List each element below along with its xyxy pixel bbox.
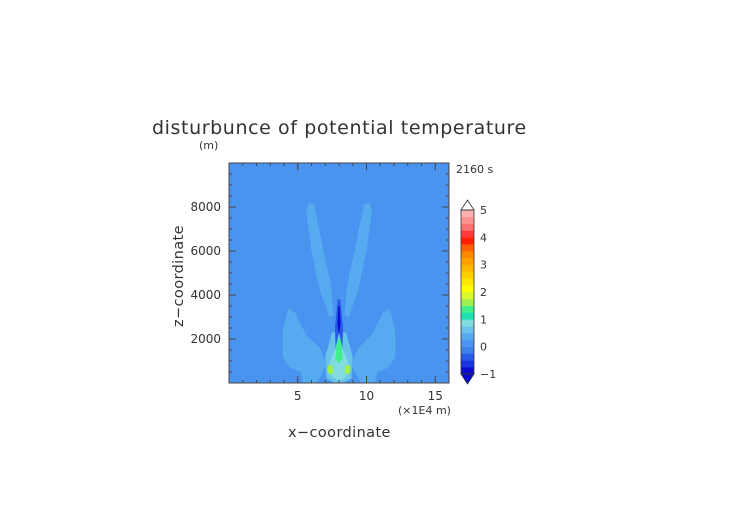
colorbar-tick-label: 5 [480, 204, 487, 217]
colorbar-band [461, 319, 474, 327]
x-axis-label: x−coordinate [288, 425, 391, 441]
contour-right-plume [344, 202, 372, 317]
y-axis-label: z−coordinate [171, 225, 187, 327]
y-tick-label: 6000 [190, 244, 221, 258]
x-tick-label: 5 [294, 389, 302, 403]
colorbar-band [461, 346, 474, 354]
contour-core-hot-left [327, 365, 334, 376]
colorbar-band [461, 298, 474, 306]
colorbar-band [461, 353, 474, 361]
colorbar-band [461, 251, 474, 259]
time-label: 2160 s [456, 163, 493, 176]
colorbar-tick-label: −1 [480, 368, 496, 381]
colorbar-band [461, 278, 474, 286]
chart-title: disturbunce of potential temperature [152, 117, 527, 139]
colorbar-band [461, 257, 474, 265]
contour-core-mid [329, 350, 349, 381]
colorbar-band [461, 237, 474, 245]
colorbar-band [461, 210, 474, 218]
y-tick-label: 4000 [190, 288, 221, 302]
colorbar-tick-label: 3 [480, 259, 487, 272]
colorbar-band [461, 264, 474, 272]
y-unit-label: (m) [199, 139, 218, 152]
colorbar-band [461, 285, 474, 293]
colorbar-band [461, 326, 474, 334]
colorbar-tick-label: 4 [480, 231, 487, 244]
colorbar-min-arrow [460, 373, 475, 385]
contour-left-wing [282, 308, 327, 383]
colorbar-band [461, 292, 474, 300]
y-axis: 2000 4000 6000 8000 [190, 200, 449, 346]
colorbar-band [461, 216, 474, 224]
colorbar-band [461, 360, 474, 368]
contour-left-plume [306, 202, 334, 317]
colorbar-band [461, 333, 474, 341]
colorbar-tick-label: 0 [480, 341, 487, 354]
x-unit-label: (×1E4 m) [398, 404, 451, 417]
colorbar-max-arrow [460, 199, 475, 211]
x-tick-label: 10 [359, 389, 374, 403]
contour-core-hot-center [335, 339, 343, 364]
colorbar-tick-label: 1 [480, 313, 487, 326]
contour-core-spike-inner [337, 306, 341, 335]
colorbar-band [461, 230, 474, 238]
contour-field [229, 163, 449, 383]
plot-frame [228, 162, 450, 384]
colorbar-band [461, 244, 474, 252]
x-axis: 5 10 15 [294, 163, 443, 403]
x-tick-label: 15 [428, 389, 443, 403]
contour-right-wing [351, 308, 396, 383]
colorbar-band [461, 223, 474, 231]
y-tick-label: 2000 [190, 332, 221, 346]
colorbar-band [461, 305, 474, 313]
colorbar-border [460, 209, 475, 375]
contour-core-hot-right [344, 365, 351, 376]
colorbar-tick-label: 2 [480, 286, 487, 299]
colorbar-band [461, 367, 474, 375]
colorbar-band [461, 339, 474, 347]
colorbar: −1 0 1 2 3 4 5 [460, 199, 496, 385]
y-tick-label: 8000 [190, 200, 221, 214]
colorbar-band [461, 271, 474, 279]
colorbar-band [461, 312, 474, 320]
